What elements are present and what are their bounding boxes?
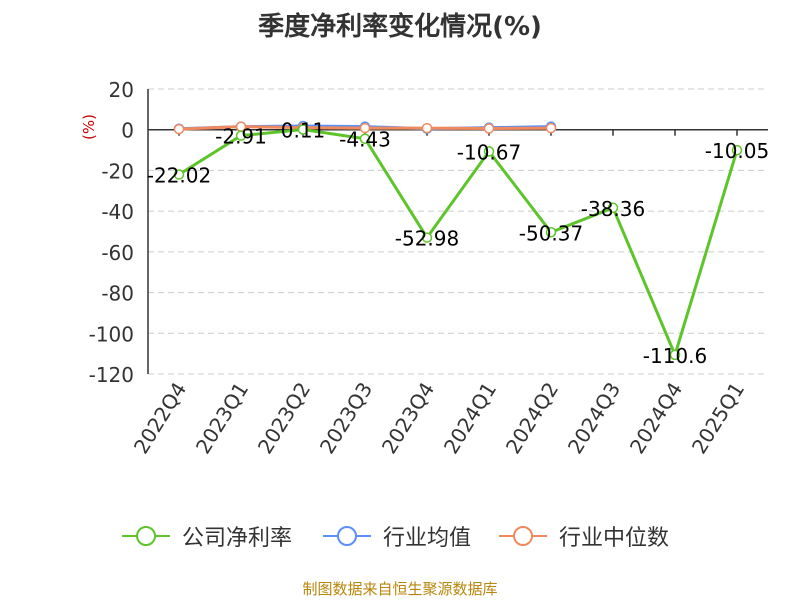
legend-label: 公司净利率 [182, 526, 292, 551]
x-tick-label: 2023Q3 [315, 378, 377, 458]
y-axis-label: (%) [80, 114, 98, 140]
y-tick-label: -60 [101, 241, 134, 265]
y-tick-label: -20 [101, 159, 134, 183]
series-line [178, 127, 739, 360]
x-tick-label: 2022Q4 [129, 378, 191, 458]
data-label: -4.43 [339, 128, 391, 152]
legend-item: 行业中位数 [499, 526, 669, 551]
x-tick-label: 2024Q4 [625, 378, 687, 458]
legend-label: 行业均值 [383, 526, 471, 551]
x-tick-labels: 2022Q4 2023Q1 2023Q2 2023Q3 2023Q4 2024Q1 2024… [129, 378, 749, 458]
data-label: -22.02 [147, 164, 211, 188]
data-point [421, 122, 433, 134]
data-point [173, 123, 185, 135]
series-0 [173, 124, 743, 361]
data-label: -50.37 [519, 221, 583, 245]
legend-marker [337, 526, 357, 546]
x-tick-label: 2023Q1 [191, 378, 253, 458]
legend-item: 行业均值 [323, 526, 471, 551]
data-label: 0.11 [281, 118, 326, 142]
data-point [235, 130, 247, 141]
legend-item: 公司净利率 [122, 526, 292, 551]
data-point [297, 124, 309, 135]
data-point [545, 122, 557, 134]
data-label: -10.05 [705, 139, 769, 163]
data-label: -10.67 [457, 140, 521, 164]
data-labels: -22.02-2.91 0.11 -4.43 -52.98 -10.67 -50.37-3… [147, 118, 769, 367]
data-point [359, 122, 371, 134]
data-point [669, 349, 681, 361]
y-tick-label: -40 [101, 200, 134, 224]
legend-label: 行业中位数 [559, 526, 669, 551]
data-source-note: 制图数据来自恒生聚源数据库 [302, 580, 498, 598]
data-point [483, 123, 495, 134]
data-label: -2.91 [215, 125, 267, 149]
x-tick-label: 2023Q4 [377, 378, 439, 458]
data-point [731, 144, 743, 156]
x-tick-label: 2024Q3 [563, 378, 625, 458]
data-point [421, 232, 433, 243]
y-tick-label: 0 [121, 119, 134, 143]
chart-title: 季度净利率变化情况(%) [258, 12, 542, 42]
y-tick-label: -120 [89, 363, 134, 387]
legend: 公司净利率 行业均值 行业中位数 [122, 526, 669, 551]
x-tick-label: 2024Q2 [501, 378, 563, 458]
data-point [359, 133, 371, 144]
data-point [607, 202, 619, 214]
x-tick-label: 2023Q2 [253, 378, 315, 458]
y-tick-label: 20 [109, 78, 134, 102]
series-group: -22.02-2.91 0.11 -4.43 -52.98 -10.67 -50.37-3… [147, 118, 769, 367]
legend-marker [513, 526, 533, 546]
y-tick-label: -100 [89, 322, 134, 346]
data-label: -110.6 [643, 344, 707, 368]
data-point [173, 169, 185, 180]
y-tick-label: -80 [101, 282, 134, 306]
legend-marker [136, 526, 156, 546]
x-tick-label: 2024Q1 [439, 378, 501, 458]
x-tick-label: 2025Q1 [687, 378, 749, 458]
data-label: -52.98 [395, 227, 459, 251]
data-point [483, 146, 495, 157]
data-point [545, 227, 557, 238]
y-tick-labels: 20 0 -20 -40 -60 -80 -100 -120 [89, 78, 134, 387]
data-label: -38.36 [581, 197, 645, 221]
